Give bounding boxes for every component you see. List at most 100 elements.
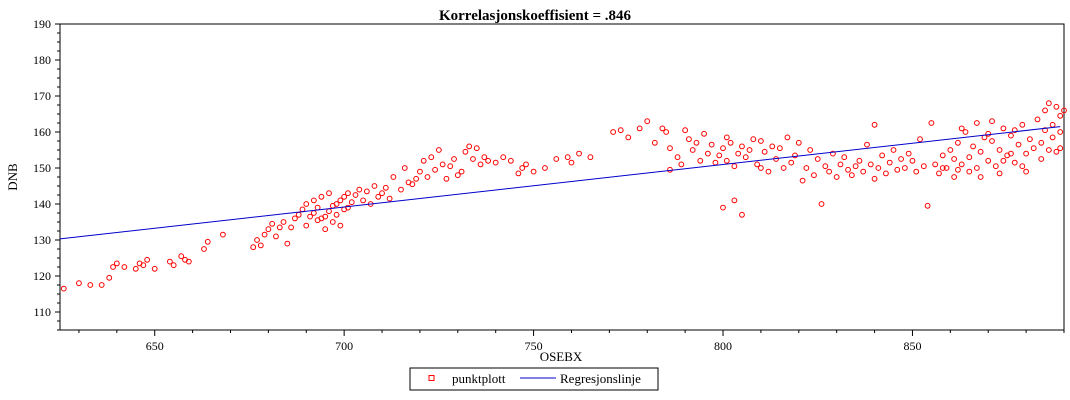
scatter-point bbox=[178, 253, 185, 260]
scatter-point bbox=[818, 201, 825, 207]
scatter-point bbox=[742, 154, 749, 161]
scatter-point bbox=[663, 129, 670, 135]
scatter-point bbox=[814, 156, 821, 162]
scatter-point bbox=[678, 161, 685, 168]
scatter-point bbox=[1023, 168, 1030, 175]
scatter-point bbox=[750, 136, 757, 143]
scatter-point bbox=[731, 197, 738, 204]
scatter-point bbox=[913, 168, 920, 175]
scatter-point bbox=[333, 211, 340, 218]
scatter-point bbox=[871, 175, 878, 182]
scatter-point bbox=[307, 213, 313, 220]
scatter-point bbox=[553, 156, 560, 162]
y-axis-title: DNB bbox=[5, 163, 20, 191]
x-tick-label: 850 bbox=[903, 339, 921, 353]
scatter-point bbox=[822, 163, 829, 170]
scatter-point bbox=[386, 195, 393, 202]
scatter-point bbox=[829, 150, 836, 157]
scatter-point bbox=[470, 156, 476, 162]
scatter-point bbox=[435, 147, 442, 153]
scatter-point bbox=[220, 231, 226, 238]
scatter-point bbox=[1042, 107, 1048, 114]
scatter-point bbox=[477, 161, 484, 168]
scatter-point bbox=[564, 154, 571, 161]
scatter-point bbox=[280, 219, 287, 225]
scatter-point bbox=[507, 157, 514, 164]
scatter-point bbox=[996, 170, 1003, 177]
scatter-point bbox=[1057, 112, 1064, 119]
scatter-point bbox=[651, 139, 658, 146]
scatter-point bbox=[443, 175, 450, 182]
y-tick-label: 160 bbox=[33, 125, 51, 139]
scatter-point bbox=[326, 208, 332, 215]
scatter-point bbox=[1053, 148, 1060, 155]
scatter-point bbox=[886, 159, 893, 166]
legend-label-scatter: punktplott bbox=[452, 371, 506, 386]
scatter-point bbox=[636, 125, 643, 132]
scatter-point bbox=[398, 186, 404, 193]
scatter-point bbox=[973, 165, 980, 171]
scatter-point bbox=[958, 161, 965, 168]
scatter-point bbox=[523, 161, 529, 168]
scatter-point bbox=[875, 165, 882, 171]
scatter-point bbox=[329, 219, 336, 225]
scatter-point bbox=[60, 285, 67, 292]
scatter-point bbox=[977, 148, 984, 155]
scatter-point bbox=[250, 244, 257, 251]
scatter-point bbox=[723, 157, 730, 164]
scatter-point bbox=[617, 127, 624, 134]
scatter-point bbox=[704, 150, 711, 157]
y-tick-label: 110 bbox=[33, 305, 51, 319]
scatter-point bbox=[784, 134, 791, 141]
scatter-point bbox=[947, 147, 954, 153]
scatter-point bbox=[1008, 150, 1014, 157]
scatter-point bbox=[667, 145, 673, 152]
scatter-point bbox=[542, 165, 548, 171]
legend: punktplott Regresjonslinje bbox=[409, 367, 659, 391]
scatter-point bbox=[708, 141, 715, 148]
scatter-point bbox=[848, 172, 855, 179]
scatter-point bbox=[1045, 147, 1052, 153]
scatter-point bbox=[326, 190, 332, 197]
scatter-point bbox=[610, 129, 617, 135]
scatter-point bbox=[792, 152, 798, 159]
scatter-point bbox=[799, 177, 806, 184]
scatter-point bbox=[201, 246, 207, 252]
scatter-point bbox=[739, 143, 745, 150]
scatter-point bbox=[515, 170, 522, 177]
scatter-point bbox=[356, 186, 363, 193]
scatter-point bbox=[113, 260, 120, 267]
scatter-point bbox=[1057, 145, 1064, 152]
scatter-point bbox=[447, 163, 454, 170]
scatter-point bbox=[898, 156, 904, 162]
scatter-point bbox=[576, 150, 582, 157]
scatter-point bbox=[625, 134, 632, 141]
scatter-point bbox=[132, 265, 139, 272]
scatter-point bbox=[852, 163, 859, 170]
scatter-point bbox=[955, 166, 961, 173]
scatter-point bbox=[936, 170, 942, 177]
scatter-point bbox=[920, 163, 927, 170]
y-tick-label: 190 bbox=[33, 17, 51, 31]
scatter-point bbox=[811, 172, 817, 179]
scatter-series bbox=[60, 100, 1067, 292]
scatter-point bbox=[424, 174, 431, 180]
scatter-point bbox=[712, 159, 719, 166]
scatter-point bbox=[765, 168, 772, 175]
scatter-point bbox=[693, 139, 700, 146]
scatter-point bbox=[951, 174, 958, 180]
scatter-point bbox=[1000, 125, 1007, 132]
scatter-point bbox=[462, 148, 469, 155]
scatter-point bbox=[492, 159, 499, 166]
scatter-point bbox=[318, 193, 325, 200]
scatter-point bbox=[788, 159, 795, 166]
scatter-point bbox=[204, 238, 211, 245]
scatter-point bbox=[413, 175, 420, 182]
scatter-point bbox=[682, 127, 689, 134]
plot-frame bbox=[59, 23, 1065, 331]
scatter-point bbox=[1011, 159, 1018, 166]
y-tick-label: 130 bbox=[33, 233, 51, 247]
scatter-point bbox=[291, 215, 298, 222]
scatter-point bbox=[803, 165, 810, 171]
scatter-point bbox=[735, 150, 742, 157]
